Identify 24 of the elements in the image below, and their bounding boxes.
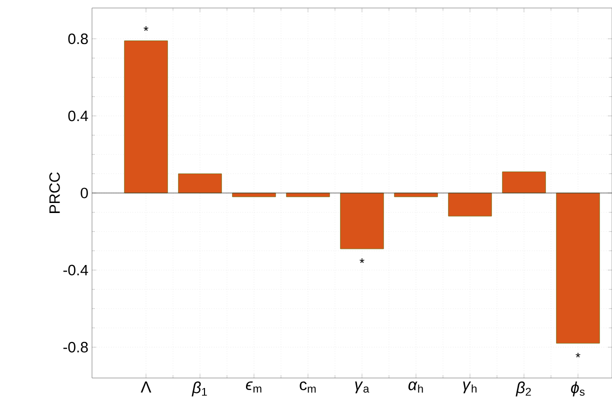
x-tick-label: β$_{2}$ (516, 382, 531, 396)
x-tick-label: ϵ$_{m}$ (246, 382, 262, 393)
y-tick-label: -0.4 (63, 264, 88, 276)
y-tick-label: 0.4 (68, 110, 88, 122)
x-tick-label: γ$_{a}$ (355, 382, 370, 394)
x-tick-label: β$_{1}$ (192, 382, 207, 396)
annotation: * (144, 26, 148, 31)
x-tick-label: γ$_{h}$ (463, 382, 476, 394)
annotation: * (360, 258, 364, 263)
x-tick-label: ϕ$_{s}$ (571, 382, 585, 396)
y-axis-title: PRCC (49, 172, 60, 213)
y-tick-label: -0.8 (63, 342, 88, 352)
bar (448, 192, 492, 216)
y-tick-label: 0 (80, 188, 88, 198)
bar (556, 192, 600, 344)
x-tick-label: α$_{h}$ (408, 382, 423, 393)
y-tick-label: 0.8 (68, 34, 88, 44)
annotation: * (576, 352, 580, 358)
bar (178, 173, 222, 194)
x-tick-label: Λ (140, 382, 152, 392)
bar (502, 172, 546, 194)
bar (340, 192, 384, 250)
x-tick-label: c$_{m}$ (300, 382, 316, 393)
bar (124, 40, 168, 194)
